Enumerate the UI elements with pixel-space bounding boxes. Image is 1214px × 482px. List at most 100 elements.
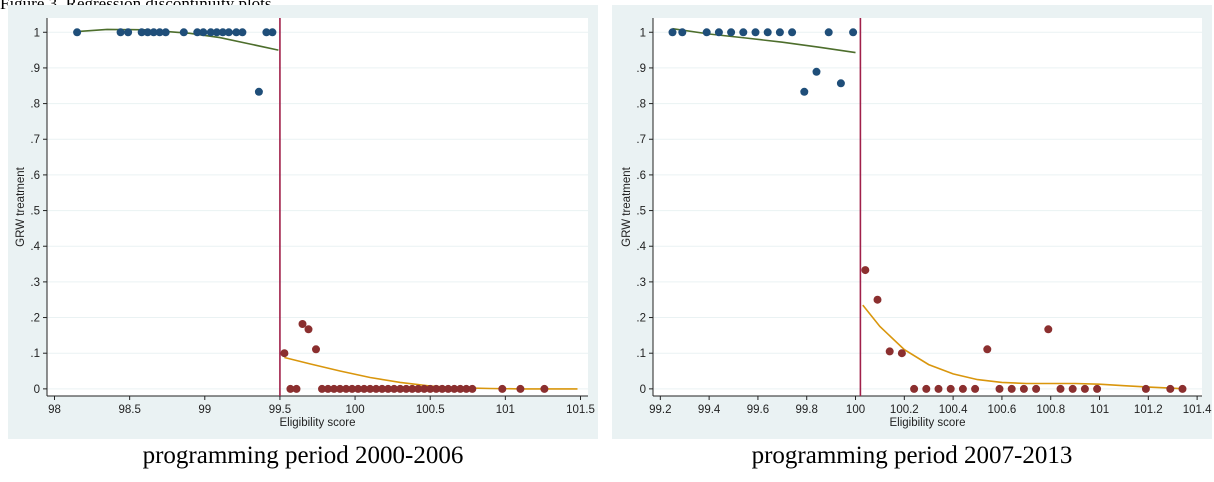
point-below-cutoff [714, 28, 723, 37]
point-below-cutoff [206, 28, 215, 37]
x-tick-label: 99.2 [649, 404, 671, 416]
y-tick-label: .7 [30, 134, 40, 146]
point-above-cutoff [1141, 384, 1150, 393]
x-tick-label: 100.6 [988, 404, 1017, 416]
point-below-cutoff [678, 28, 687, 37]
y-tick-label: .9 [636, 63, 646, 75]
point-above-cutoff [1007, 384, 1016, 393]
point-above-cutoff [438, 384, 447, 393]
point-above-cutoff [995, 384, 1004, 393]
y-axis-title: GRW treatment [621, 166, 633, 246]
point-below-cutoff [812, 67, 821, 76]
point-above-cutoff [861, 266, 870, 275]
y-tick-label: 0 [34, 384, 40, 396]
y-tick-label: .1 [30, 348, 40, 360]
point-below-cutoff [800, 87, 809, 96]
point-below-cutoff [775, 28, 784, 37]
point-above-cutoff [540, 384, 549, 393]
point-above-cutoff [366, 384, 375, 393]
point-below-cutoff [268, 28, 277, 37]
y-tick-label: .5 [30, 206, 40, 218]
rd-plot-2000-2006: 0 .1 .2 .3 .4 .5 .6 .7 .8 .9 1 98 98.5 99 99.5 100 100.5… [8, 5, 598, 439]
point-above-cutoff [450, 384, 459, 393]
point-above-cutoff [286, 384, 295, 393]
point-above-cutoff [1178, 384, 1187, 393]
point-above-cutoff [372, 384, 381, 393]
point-above-cutoff [444, 384, 453, 393]
point-below-cutoff [155, 28, 164, 37]
point-above-cutoff [516, 384, 525, 393]
y-tick-label: .9 [30, 63, 40, 75]
point-above-cutoff [312, 345, 320, 354]
point-above-cutoff [336, 384, 344, 393]
point-above-cutoff [498, 384, 507, 393]
x-tick-label: 100.5 [416, 404, 445, 416]
y-tick-label: .8 [30, 99, 40, 111]
point-above-cutoff [292, 384, 301, 393]
x-tick-label: 101.5 [566, 404, 595, 416]
point-below-cutoff [212, 28, 221, 37]
x-tick-label: 99.8 [796, 404, 818, 416]
fit-line-below-cutoff [77, 28, 279, 51]
y-tick-label: .4 [636, 241, 646, 253]
point-below-cutoff [836, 79, 845, 88]
x-tick-label: 101 [496, 404, 515, 416]
y-tick-label: 1 [34, 27, 40, 39]
point-above-cutoff [1080, 384, 1089, 393]
point-above-cutoff [330, 384, 338, 393]
plot-area [653, 18, 1202, 396]
point-above-cutoff [324, 384, 332, 393]
point-below-cutoff [849, 28, 858, 37]
point-above-cutoff [1056, 384, 1065, 393]
x-tick-label: 101.4 [1183, 404, 1212, 416]
y-tick-label: .3 [30, 277, 40, 289]
point-below-cutoff [262, 28, 271, 37]
point-above-cutoff [971, 384, 980, 393]
point-below-cutoff [193, 28, 202, 37]
point-below-cutoff [137, 28, 146, 37]
point-above-cutoff [1044, 325, 1053, 334]
point-above-cutoff [462, 384, 471, 393]
point-above-cutoff [983, 345, 992, 354]
x-tick-label: 99 [198, 404, 211, 416]
point-below-cutoff [232, 28, 241, 37]
point-above-cutoff [384, 384, 393, 393]
y-tick-label: .2 [636, 313, 646, 325]
point-above-cutoff [1032, 384, 1041, 393]
point-above-cutoff [910, 384, 919, 393]
point-above-cutoff [432, 384, 441, 393]
y-tick-label: .4 [30, 241, 40, 253]
y-tick-label: .3 [636, 277, 646, 289]
point-below-cutoff [179, 28, 188, 37]
point-below-cutoff [149, 28, 158, 37]
y-tick-label: .1 [636, 348, 646, 360]
point-above-cutoff [408, 384, 417, 393]
plot-area [47, 18, 588, 396]
point-below-cutoff [254, 87, 263, 96]
x-axis-title: Eligibility score [889, 417, 965, 429]
y-tick-label: .2 [30, 313, 40, 325]
x-tick-label: 101 [1090, 404, 1109, 416]
point-below-cutoff [73, 28, 82, 37]
caption-2000-2006: programming period 2000-2006 [142, 442, 464, 469]
x-tick-label: 100.8 [1036, 404, 1065, 416]
x-tick-label: 100.4 [939, 404, 968, 416]
x-tick-label: 99.5 [269, 404, 291, 416]
point-above-cutoff [934, 384, 943, 393]
point-below-cutoff [727, 28, 736, 37]
point-above-cutoff [1019, 384, 1028, 393]
rd-plot-2007-2013: 0 .1 .2 .3 .4 .5 .6 .7 .8 .9 1 99.2 99.4 99.6 99.8 100 1… [612, 5, 1212, 439]
point-above-cutoff [298, 320, 307, 328]
point-below-cutoff [199, 28, 208, 37]
y-tick-label: .5 [636, 206, 646, 218]
point-below-cutoff [824, 28, 833, 37]
point-below-cutoff [702, 28, 711, 37]
x-tick-label: 98 [48, 404, 61, 416]
point-above-cutoff [414, 384, 423, 393]
point-below-cutoff [763, 28, 772, 37]
point-above-cutoff [402, 384, 411, 393]
point-below-cutoff [238, 28, 247, 37]
point-above-cutoff [360, 384, 369, 393]
point-above-cutoff [348, 384, 357, 393]
point-above-cutoff [304, 325, 313, 334]
